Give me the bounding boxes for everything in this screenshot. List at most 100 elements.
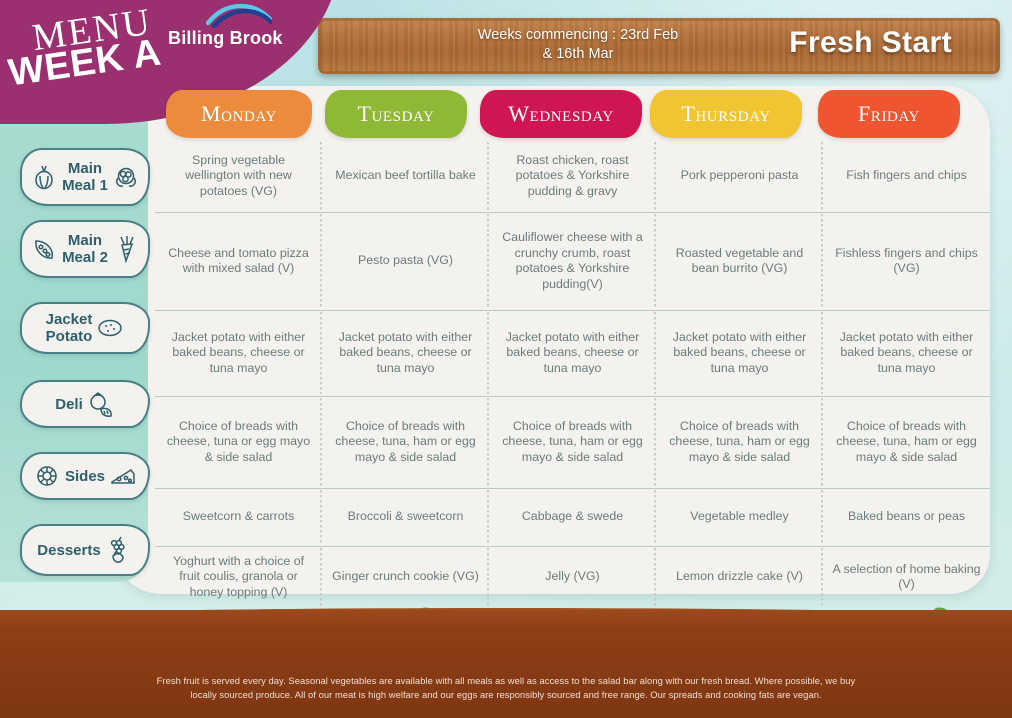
row-label-jacket-potato[interactable]: Jacket Potato — [20, 302, 150, 354]
day-tab-label: Thursday — [681, 101, 771, 126]
menu-cell: Ginger crunch cookie (VG) — [322, 546, 489, 608]
menu-cell: Jacket potato with either baked beans, c… — [489, 310, 656, 396]
menu-cell: Jacket potato with either baked beans, c… — [656, 310, 823, 396]
menu-item-text: Ginger crunch cookie (VG) — [332, 569, 479, 584]
menu-cell: Broccoli & sweetcorn — [322, 488, 489, 546]
menu-cell: Choice of breads with cheese, tuna, ham … — [656, 396, 823, 488]
wood-banner: Weeks commencing : 23rd Feb & 16th Mar F… — [318, 18, 1000, 74]
cheese-icon — [111, 468, 135, 484]
row-label-main-meal-1[interactable]: Main Meal 1 — [20, 148, 150, 206]
menu-cell: Lemon drizzle cake (V) — [656, 546, 823, 608]
potato-icon — [98, 319, 123, 337]
brand-logo-icon — [206, 3, 272, 28]
menu-cell: Pesto pasta (VG) — [322, 212, 489, 310]
sweetcorn-icon — [37, 466, 57, 486]
row-label-text: Sides — [64, 467, 106, 485]
menu-item-text: Jacket potato with either baked beans, c… — [171, 329, 306, 375]
menu-item-text: Cabbage & swede — [521, 509, 624, 524]
weeks-commencing-text: Weeks commencing : 23rd Feb & 16th Mar — [477, 27, 679, 62]
menu-card — [112, 86, 990, 594]
menu-cell: Choice of breads with cheese, tuna or eg… — [155, 396, 322, 488]
menu-grid: Spring vegetable wellington with new pot… — [155, 140, 990, 606]
menu-cell: Cabbage & swede — [489, 488, 656, 546]
menu-cell: Yoghurt with a choice of fruit coulis, g… — [155, 546, 322, 608]
row-label-main-meal-2[interactable]: Main Meal 2 — [20, 220, 150, 278]
menu-cell: Jacket potato with either baked beans, c… — [155, 310, 322, 396]
menu-item-text: Spring vegetable wellington with new pot… — [185, 152, 292, 198]
menu-item-text: Broccoli & sweetcorn — [347, 509, 464, 524]
row-label-text: Main Meal 1 — [62, 160, 108, 194]
row-label-desserts[interactable]: Desserts — [20, 524, 150, 576]
menu-item-text: Roasted vegetable and bean burrito (VG) — [675, 245, 804, 276]
fresh-start-title: Fresh Start — [789, 26, 952, 59]
menu-item-text: Choice of breads with cheese, tuna, ham … — [836, 418, 977, 464]
day-tab-monday[interactable]: Monday — [166, 90, 312, 138]
onion-icon — [35, 165, 53, 190]
menu-cell: Roasted vegetable and bean burrito (VG) — [656, 212, 823, 310]
menu-item-text: Cheese and tomato pizza with mixed salad… — [168, 245, 309, 276]
row-label-sides[interactable]: Sides — [20, 452, 150, 500]
peapod-icon — [35, 240, 54, 259]
menu-item-text: Roast chicken, roast potatoes & Yorkshir… — [515, 152, 630, 198]
tomato-cucumber-icon — [90, 392, 112, 417]
row-label-text: Jacket Potato — [45, 311, 93, 345]
menu-item-text: Jelly (VG) — [545, 569, 600, 584]
menu-cell: Spring vegetable wellington with new pot… — [155, 140, 322, 212]
day-tab-label: Wednesday — [508, 101, 614, 126]
menu-item-text: Mexican beef tortilla bake — [335, 168, 476, 183]
menu-cell: Jacket potato with either baked beans, c… — [823, 310, 990, 396]
menu-item-text: A selection of home baking (V) — [832, 561, 981, 592]
cauliflower-icon — [115, 167, 136, 187]
menu-item-text: Fish fingers and chips — [846, 168, 967, 183]
carrot-icon — [120, 236, 134, 263]
row-label-text: Deli — [55, 395, 83, 413]
row-label-deli[interactable]: Deli — [20, 380, 150, 428]
menu-cell: Jacket potato with either baked beans, c… — [322, 310, 489, 396]
menu-cell: Roast chicken, roast potatoes & Yorkshir… — [489, 140, 656, 212]
soil — [0, 610, 1012, 718]
menu-cell: Vegetable medley — [656, 488, 823, 546]
menu-item-text: Yoghurt with a choice of fruit coulis, g… — [172, 553, 305, 599]
day-tab-thursday[interactable]: Thursday — [650, 90, 802, 138]
menu-item-text: Cauliflower cheese with a crunchy crumb,… — [502, 230, 643, 291]
menu-cell: Fishless fingers and chips (VG) — [823, 212, 990, 310]
menu-cell: Choice of breads with cheese, tuna, ham … — [489, 396, 656, 488]
menu-cell: A selection of home baking (V) — [823, 546, 990, 608]
brand-name: Billing Brook — [168, 28, 283, 48]
day-tab-label: Tuesday — [357, 101, 435, 126]
menu-item-text: Fishless fingers and chips (VG) — [835, 245, 978, 276]
menu-item-text: Lemon drizzle cake (V) — [676, 569, 803, 584]
vegetable-garden-illustration: Fresh fruit is served every day. Seasona… — [0, 568, 1012, 718]
menu-item-text: Vegetable medley — [690, 509, 789, 524]
day-tab-tuesday[interactable]: Tuesday — [325, 90, 467, 138]
menu-item-text: Pesto pasta (VG) — [357, 253, 454, 268]
menu-item-text: Jacket potato with either baked beans, c… — [839, 329, 974, 375]
menu-item-text: Jacket potato with either baked beans, c… — [338, 329, 473, 375]
menu-cell: Fish fingers and chips — [823, 140, 990, 212]
menu-cell: Baked beans or peas — [823, 488, 990, 546]
menu-item-text: Jacket potato with either baked beans, c… — [505, 329, 640, 375]
day-tab-friday[interactable]: Friday — [818, 90, 960, 138]
footer-note: Fresh fruit is served every day. Seasona… — [156, 675, 856, 700]
menu-item-text: Choice of breads with cheese, tuna or eg… — [166, 418, 311, 464]
menu-cell: Mexican beef tortilla bake — [322, 140, 489, 212]
day-tab-label: Monday — [201, 101, 277, 126]
grapes-strawberry-icon — [110, 536, 125, 563]
menu-item-text: Jacket potato with either baked beans, c… — [672, 329, 807, 375]
day-tab-label: Friday — [858, 101, 920, 126]
menu-cell: Cheese and tomato pizza with mixed salad… — [155, 212, 322, 310]
menu-item-text: Pork pepperoni pasta — [680, 168, 799, 183]
menu-item-text: Sweetcorn & carrots — [182, 509, 295, 524]
menu-cell: Sweetcorn & carrots — [155, 488, 322, 546]
menu-cell: Pork pepperoni pasta — [656, 140, 823, 212]
day-tab-wednesday[interactable]: Wednesday — [480, 90, 642, 138]
menu-cell: Choice of breads with cheese, tuna, ham … — [322, 396, 489, 488]
menu-item-text: Baked beans or peas — [847, 509, 966, 524]
menu-cell: Cauliflower cheese with a crunchy crumb,… — [489, 212, 656, 310]
menu-item-text: Choice of breads with cheese, tuna, ham … — [669, 418, 810, 464]
menu-item-text: Choice of breads with cheese, tuna, ham … — [502, 418, 643, 464]
row-label-text: Main Meal 2 — [62, 232, 108, 266]
menu-item-text: Choice of breads with cheese, tuna, ham … — [335, 418, 476, 464]
